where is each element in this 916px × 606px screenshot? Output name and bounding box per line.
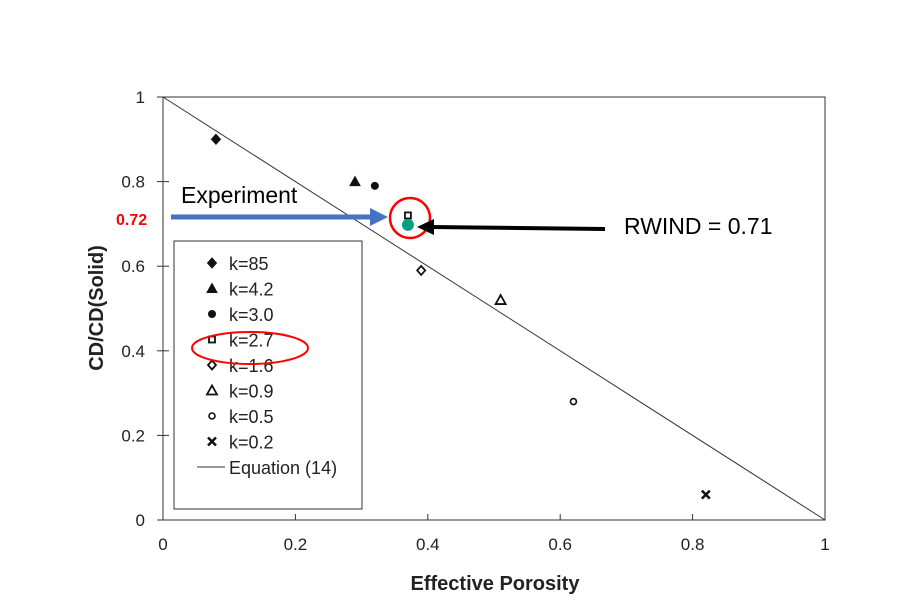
legend-label: k=0.2 [229,433,274,453]
x-tick-label: 0.4 [416,535,440,554]
x-tick-label: 0 [158,535,167,554]
y-axis-label: CD/CD(Solid) [86,245,108,371]
data-point [349,175,361,187]
legend-marker [205,383,219,396]
y-tick-label: 0.2 [121,426,145,445]
y-tick-label: 1 [136,88,145,107]
legend-marker [207,436,217,447]
legend-label: k=2.7 [229,331,274,351]
rwind-arrow [429,225,606,231]
legend-highlight-ellipse [191,331,309,365]
x-tick-label: 0.2 [284,535,308,554]
x-axis-label: Effective Porosity [411,573,581,595]
experiment-label: Experiment [181,182,298,208]
data-point [404,211,412,220]
legend-marker [206,282,218,293]
legend-marker [208,412,216,420]
x-tick-label: 0.8 [681,535,705,554]
legend-label-equation: Equation (14) [229,458,337,478]
legend-label: k=3.0 [229,305,274,325]
rwind-arrowhead [417,219,434,235]
rwind-label: RWIND = 0.71 [624,213,773,239]
experiment-value: 0.72 [116,212,147,229]
legend-box [173,240,363,510]
data-point [569,397,578,406]
legend-label: k=1.6 [229,356,274,376]
data-point [700,489,711,500]
y-tick-label: 0.8 [121,173,145,192]
y-tick-label: 0.6 [121,257,145,276]
y-tick-label: 0 [136,511,145,530]
legend-label: k=0.5 [229,407,274,427]
equation-line [162,96,826,521]
rwind-point [401,218,414,231]
data-point [210,133,222,146]
legend-label: k=4.2 [229,280,274,300]
y-tick-label: 0.4 [121,342,145,361]
point-highlight-circle [388,196,432,240]
legend-label: k=0.9 [229,382,274,402]
plot-frame [162,96,826,521]
data-point [494,293,508,305]
legend-marker [206,257,218,269]
data-point [415,264,427,277]
legend-marker [206,359,218,371]
legend-label: k=85 [229,254,269,274]
x-tick-label: 0.6 [548,535,572,554]
data-point [370,181,379,190]
x-tick-label: 1 [820,535,829,554]
experiment-arrowhead [370,208,388,226]
legend-marker [208,310,216,318]
